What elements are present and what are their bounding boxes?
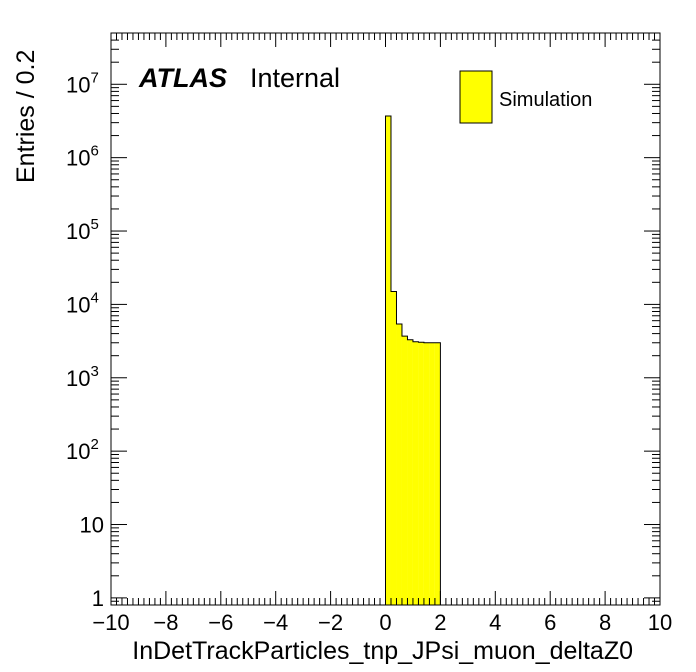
y-tick-label: 1: [92, 586, 104, 611]
y-tick-label: 102: [66, 436, 99, 464]
x-tick-labels: −10 −8 −6 −4 −2 0 2 4 6 8 10: [92, 610, 672, 635]
y-tick-label: 107: [66, 69, 99, 97]
x-tick-label: −2: [318, 610, 343, 635]
x-tick-label: 10: [648, 610, 672, 635]
x-minor-ticks: [110, 33, 661, 605]
legend-entry-simulation: Simulation: [499, 89, 592, 111]
histogram-bar: [390, 291, 397, 605]
legend: Simulation: [459, 70, 592, 124]
histogram-bars: [385, 115, 441, 605]
x-tick-label: 0: [379, 610, 391, 635]
histogram-bar: [412, 341, 419, 605]
x-tick-label: 4: [489, 610, 501, 635]
histogram-outline: [385, 115, 441, 605]
y-tick-label: 106: [66, 143, 99, 171]
atlas-label: ATLAS: [138, 63, 227, 93]
x-tick-label: 2: [434, 610, 446, 635]
internal-label: Internal: [250, 63, 340, 93]
histogram-bar: [385, 115, 391, 605]
y-axis-title: Entries / 0.2: [12, 50, 40, 183]
histogram-bar: [396, 324, 402, 605]
y-tick-label: 10: [80, 513, 104, 538]
histogram-bar: [423, 342, 430, 605]
y-minor-ticks: [111, 32, 660, 606]
legend-swatch: [459, 70, 493, 124]
histogram-bar: [401, 336, 408, 605]
histogram-bar: [407, 339, 413, 605]
x-tick-label: 6: [544, 610, 556, 635]
x-tick-label: −10: [92, 610, 129, 635]
x-tick-label: −6: [208, 610, 233, 635]
histogram-bar: [434, 342, 441, 605]
y-tick-label: 104: [66, 289, 99, 317]
histogram-bar: [418, 342, 424, 605]
x-tick-label: −8: [153, 610, 178, 635]
y-tick-label: 103: [66, 363, 99, 391]
histogram-bar: [429, 342, 435, 605]
y-tick-label: 105: [66, 216, 99, 244]
y-tick-labels: 1 10 102 103 104 105 106 107: [66, 69, 104, 611]
x-tick-label: 8: [599, 610, 611, 635]
x-axis-title: InDetTrackParticles_tnp_JPsi_muon_deltaZ…: [132, 637, 633, 665]
x-tick-label: −4: [263, 610, 288, 635]
